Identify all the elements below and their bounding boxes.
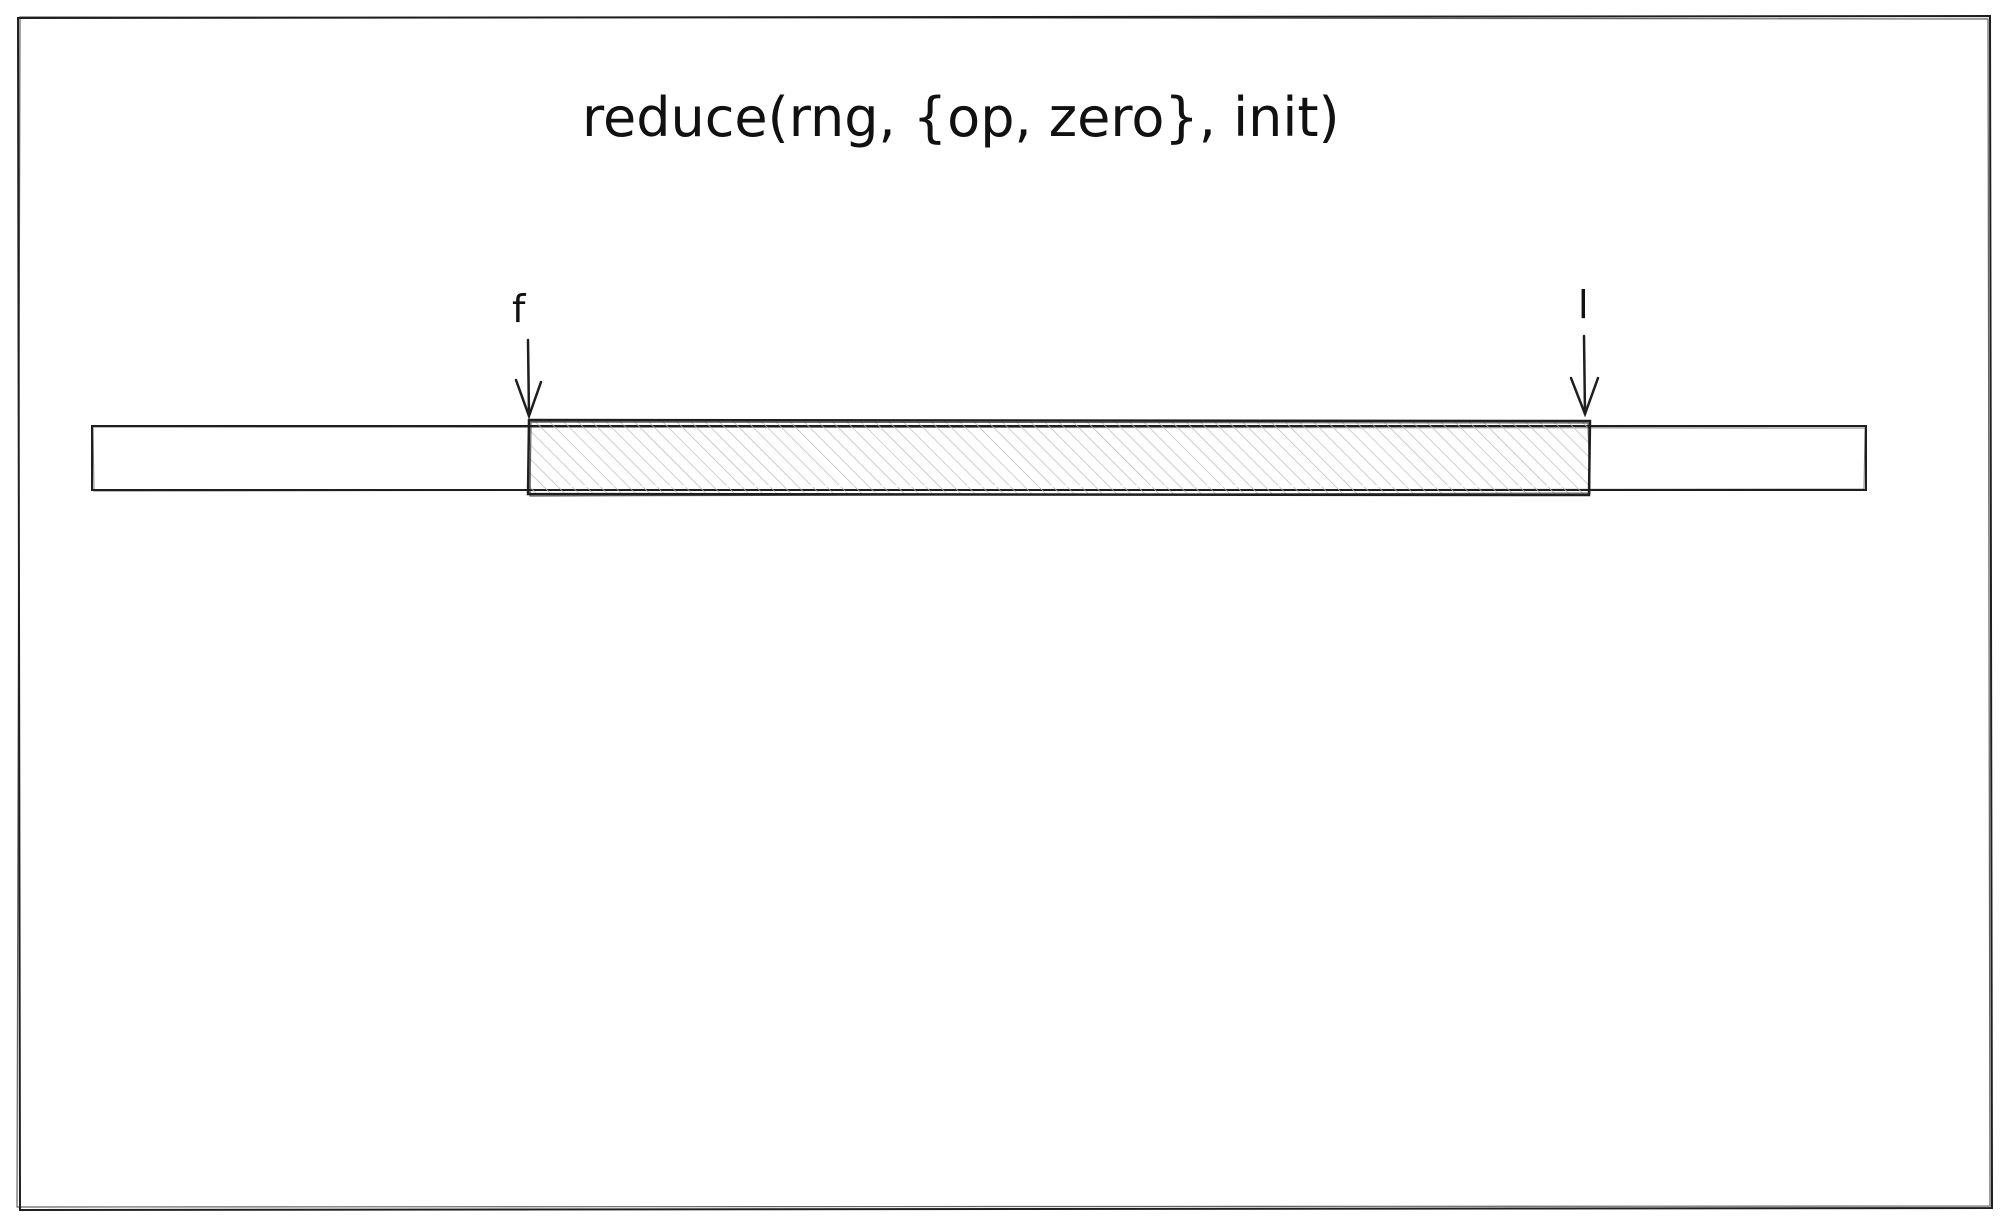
first-pointer-arrow-icon <box>514 338 543 420</box>
highlighted-range <box>526 418 1592 497</box>
first-pointer-label: f <box>512 287 527 331</box>
outer-frame <box>16 14 1994 1212</box>
first-pointer: f <box>512 287 543 420</box>
last-pointer-arrow-icon <box>1569 334 1600 418</box>
last-pointer-label: l <box>1578 283 1589 327</box>
diagram-title: reduce(rng, {op, zero}, init) <box>582 86 1340 149</box>
last-pointer: l <box>1569 283 1600 418</box>
